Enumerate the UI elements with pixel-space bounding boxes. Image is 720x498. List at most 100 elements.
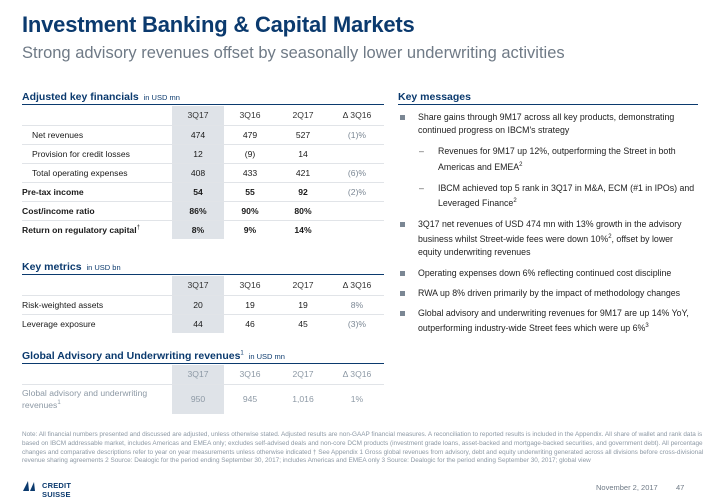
cell: 14	[276, 144, 330, 164]
metrics-unit: in USD bn	[86, 263, 121, 272]
list-item: Operating expenses down 6% reflecting co…	[398, 267, 698, 280]
footnote-mark: 2	[608, 234, 612, 241]
cell: 474	[172, 125, 224, 145]
col-header: 3Q17	[172, 276, 224, 296]
cell: 46	[245, 318, 255, 329]
list-item: Share gains through 9M17 across all key …	[398, 111, 698, 137]
table-row: Provision for credit losses 12 (9) 14	[22, 144, 384, 164]
table-row: Global advisory and underwriting revenue…	[22, 384, 384, 414]
table-row: Pre-tax income 54 55 92 (2)%	[22, 182, 384, 202]
cell: 86%	[172, 201, 224, 221]
row-label: Return on regulatory capital†	[22, 220, 172, 239]
page-title: Investment Banking & Capital Markets	[22, 12, 415, 37]
footer-date: November 2, 2017	[596, 483, 658, 492]
row-label: Net revenues	[22, 125, 172, 145]
row-label-text: Return on regulatory capital	[22, 224, 137, 235]
col-header: 3Q16	[224, 276, 276, 296]
footnote-mark: †	[136, 224, 140, 231]
advisory-title: Global Advisory and Underwriting revenue…	[22, 350, 241, 362]
logo-text: CREDIT SUISSE	[42, 481, 72, 498]
col-header: 2Q17	[276, 365, 330, 385]
advisory-table: 3Q17 3Q16 2Q17 Δ 3Q16 Global advisory an…	[22, 365, 384, 414]
metrics-rule	[22, 274, 384, 275]
list-item: 3Q17 net revenues of USD 474 mn with 13%…	[398, 218, 698, 260]
cell	[330, 144, 384, 164]
table-header-row: 3Q17 3Q16 2Q17 Δ 3Q16	[22, 365, 384, 385]
list-item: IBCM achieved top 5 rank in 3Q17 in M&A,…	[398, 182, 698, 210]
key-messages-list: Share gains through 9M17 across all key …	[398, 111, 698, 335]
table-row: Leverage exposure 44 46 45 (3)%	[22, 314, 384, 333]
footnote-mark: 1	[240, 350, 244, 357]
list-item: Global advisory and underwriting revenue…	[398, 307, 698, 335]
cell	[330, 201, 384, 221]
table-row: Cost/income ratio 86% 90% 80%	[22, 201, 384, 221]
row-label: Risk-weighted assets	[22, 295, 172, 315]
advisory-rule	[22, 363, 384, 364]
cell: 90%	[224, 201, 276, 221]
cell: (3)%	[347, 318, 367, 329]
list-item-text: , offset by lower equity underwriting re…	[418, 234, 673, 258]
cell: 55	[224, 182, 276, 202]
cell: 19	[276, 295, 330, 315]
cell: 54	[172, 182, 224, 202]
table-header-row: 3Q17 3Q16 2Q17 Δ 3Q16	[22, 106, 384, 126]
row-label: Leverage exposure	[22, 318, 96, 329]
cell: 8%	[330, 295, 384, 315]
list-item-text: 3Q17 net revenues of USD 474 mn with 13%…	[418, 219, 682, 245]
col-header: Δ 3Q16	[330, 106, 384, 126]
cell: (2)%	[330, 182, 384, 202]
table-row: Net revenues 474 479 527 (1)%	[22, 125, 384, 145]
cell: 44	[172, 314, 224, 333]
cell: (6)%	[330, 163, 384, 183]
cell: 19	[224, 295, 276, 315]
footnote-mark: 2	[519, 161, 523, 168]
cell: 14%	[294, 224, 312, 235]
cell: 12	[172, 144, 224, 164]
list-item: RWA up 8% driven primarily by the impact…	[398, 287, 698, 300]
cell: 408	[172, 163, 224, 183]
financials-unit: in USD mn	[143, 93, 180, 102]
col-header: 2Q17	[276, 276, 330, 296]
list-item: Revenues for 9M17 up 12%, outperforming …	[398, 145, 698, 173]
cell: (1)%	[330, 125, 384, 145]
financials-section-title: Adjusted key financials in USD mn	[22, 91, 180, 103]
col-header: Δ 3Q16	[330, 276, 384, 296]
cell: 421	[276, 163, 330, 183]
row-label: Cost/income ratio	[22, 201, 172, 221]
cell: 92	[276, 182, 330, 202]
row-label: Total operating expenses	[22, 163, 172, 183]
financials-table: 3Q17 3Q16 2Q17 Δ 3Q16 Net revenues 474 4…	[22, 106, 384, 239]
advisory-unit: in USD mn	[248, 352, 285, 361]
footnote-text: Note: All financial numbers presented an…	[22, 431, 704, 465]
page-number: 47	[676, 483, 685, 492]
cell: 1,016	[292, 394, 314, 405]
list-item-text: IBCM achieved top 5 rank in 3Q17 in M&A,…	[438, 182, 695, 208]
cell: 45	[298, 318, 308, 329]
cell: 1%	[350, 394, 364, 405]
cell: 479	[224, 125, 276, 145]
row-label: Global advisory and underwriting revenue…	[22, 384, 172, 414]
table-row: Total operating expenses 408 433 421 (6)…	[22, 163, 384, 183]
financials-rule	[22, 104, 384, 105]
cell: 20	[172, 295, 224, 315]
table-header-row: 3Q17 3Q16 2Q17 Δ 3Q16	[22, 276, 384, 296]
col-header: 3Q17	[172, 365, 224, 385]
sails-icon	[23, 481, 35, 491]
cell: 433	[224, 163, 276, 183]
page-subtitle: Strong advisory revenues offset by seaso…	[22, 44, 565, 62]
cell	[330, 220, 384, 239]
list-item-text: Global advisory and underwriting revenue…	[418, 308, 689, 334]
col-header: Δ 3Q16	[330, 365, 384, 385]
key-messages-rule	[398, 104, 698, 105]
table-row: Risk-weighted assets 20 19 19 8%	[22, 295, 384, 315]
key-messages-title: Key messages	[398, 91, 471, 103]
row-label: Provision for credit losses	[22, 144, 172, 164]
cell: 527	[276, 125, 330, 145]
cell: 9%	[243, 224, 257, 235]
list-item-text: Revenues for 9M17 up 12%, outperforming …	[438, 146, 676, 172]
advisory-section-title: Global Advisory and Underwriting revenue…	[22, 350, 285, 362]
col-header: 3Q16	[224, 365, 276, 385]
col-header: 3Q17	[172, 106, 224, 126]
footnote-mark: 2	[513, 197, 517, 204]
cell: 8%	[172, 220, 224, 239]
